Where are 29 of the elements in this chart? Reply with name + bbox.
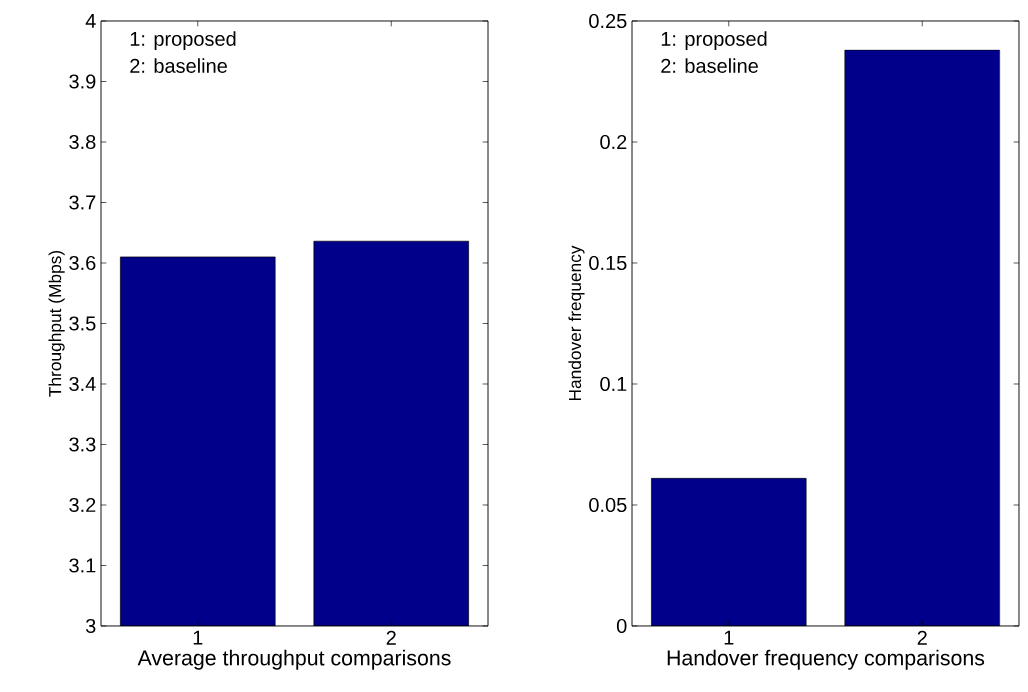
y-tick-label: 0.25 [589, 13, 627, 29]
annotation: 1: proposed [130, 31, 236, 50]
x-tick-label: 1 [193, 630, 203, 645]
y-axis-title: Throughput (Mbps) [48, 250, 65, 397]
annotation: 2: baseline [661, 58, 758, 73]
y-tick-label: 0 [616, 618, 627, 634]
x-tick-label: 2 [386, 630, 396, 645]
x-tick-label: 1 [724, 630, 734, 645]
y-tick-label: 3.6 [69, 255, 96, 271]
y-tick-label: 0.15 [589, 255, 627, 271]
y-tick-label: 3 [85, 618, 96, 634]
y-tick-label: 3.2 [69, 497, 96, 513]
y-tick-label: 0.1 [600, 376, 627, 392]
y-tick-label: 3.5 [69, 316, 96, 331]
y-tick-label: 4 [85, 14, 96, 28]
annotation: 2: baseline [130, 58, 227, 73]
y-tick-label: 3.1 [69, 558, 96, 573]
y-tick-label: 0.2 [600, 134, 627, 150]
annotation: 1: proposed [661, 31, 767, 50]
x-tick-label: 2 [917, 630, 927, 645]
y-tick-label: 0.05 [589, 497, 627, 513]
y-tick-label: 3.7 [69, 195, 96, 210]
y-tick-label: 3.9 [69, 74, 96, 89]
y-tick-label: 3.8 [69, 134, 96, 150]
x-axis-title: Handover frequency comparisons [667, 649, 985, 670]
y-axis-title: Handover frequency [568, 245, 585, 401]
x-axis-title: Average throughput comparisons [137, 649, 451, 670]
y-tick-label: 3.3 [69, 437, 96, 452]
y-tick-label: 3.4 [69, 376, 96, 392]
